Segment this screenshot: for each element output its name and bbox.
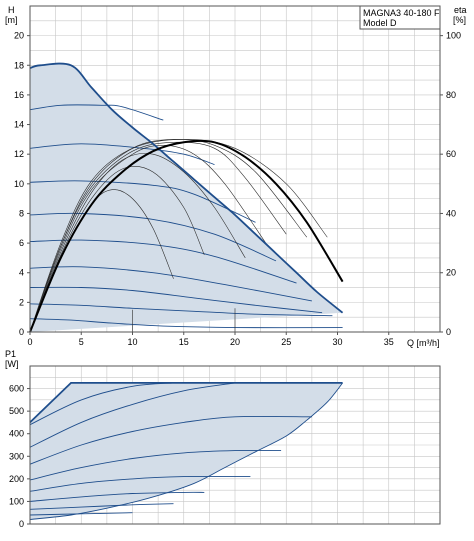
eta-axis-ticks: 0 20 40 60 80 100: [440, 31, 461, 337]
top-operating-area: [30, 63, 343, 333]
power-tick-label: 100: [9, 496, 24, 506]
chart-subtitle: Model D: [363, 18, 397, 28]
power-envelope-edge: [29, 382, 343, 520]
model-label-box: [359, 5, 441, 30]
chart-title: MAGNA3 40-180 F: [363, 8, 440, 18]
power-curves: [29, 382, 343, 520]
bottom-plot-frame: [29, 365, 441, 525]
eta-tick-label: 0: [446, 327, 451, 337]
power-tick-label: 0: [19, 519, 24, 529]
head-tick-label: 12: [14, 149, 24, 159]
eta-tick-label: 80: [446, 90, 456, 100]
top-curves: [29, 62, 344, 333]
eta-curve: [29, 153, 246, 333]
flow-tick-label: 15: [179, 337, 189, 347]
power-axis-label: P1: [5, 349, 16, 359]
power-curve: [29, 415, 312, 465]
eta-tick-label: 20: [446, 268, 456, 278]
eta-tick-label: 40: [446, 208, 456, 218]
eta-axis-label: eta: [454, 5, 467, 15]
qh-curve: [29, 318, 343, 329]
head-axis-label: H: [8, 5, 15, 15]
flow-axis-ticks: 0 5 10 15 20 25 30 35: [27, 332, 394, 347]
head-axis-ticks: 0 2 4 6 8 10 12 14 16 18 20: [14, 31, 30, 337]
flow-tick-label: 10: [127, 337, 137, 347]
qh-curve: [29, 143, 215, 166]
head-tick-label: 6: [19, 238, 24, 248]
head-tick-label: 14: [14, 120, 24, 130]
eta-curve: [29, 144, 267, 333]
power-curve: [29, 450, 282, 481]
eta-axis-unit: [%]: [453, 15, 466, 25]
qh-curve: [29, 104, 164, 121]
head-tick-label: 20: [14, 31, 24, 41]
qh-curve: [29, 303, 333, 317]
head-tick-label: 4: [19, 268, 24, 278]
bottom-operating-area: [30, 382, 343, 524]
power-tick-label: 400: [9, 429, 24, 439]
flow-tick-label: 5: [79, 337, 84, 347]
flow-tick-label: 25: [281, 337, 291, 347]
eta-main-curve: [29, 139, 344, 333]
head-axis-unit: [m]: [5, 15, 18, 25]
power-tick-label: 200: [9, 474, 24, 484]
power-axis-ticks: 0 100 200 300 400 500 600: [9, 384, 30, 529]
eta-curve: [29, 166, 205, 333]
head-tick-label: 10: [14, 179, 24, 189]
qh-curve: [29, 286, 323, 314]
flow-tick-label: 20: [230, 337, 240, 347]
eta-tick-label: 60: [446, 149, 456, 159]
head-tick-label: 16: [14, 90, 24, 100]
qh-curve: [29, 266, 312, 302]
bottom-operating-area-fill: [30, 382, 343, 524]
flow-tick-label: 35: [384, 337, 394, 347]
flow-tick-label: 0: [27, 337, 32, 347]
power-curve: [29, 512, 133, 516]
flow-tick-label: 30: [332, 337, 342, 347]
max-power-curve: [29, 382, 343, 424]
power-axis-unit: [W]: [5, 359, 19, 369]
power-curve: [29, 503, 174, 510]
power-curve: [29, 475, 251, 492]
qh-curve: [29, 239, 297, 284]
qh-curve: [29, 212, 277, 262]
power-tick-label: 600: [9, 384, 24, 394]
max-speed-curve: [29, 62, 344, 314]
power-tick-label: 300: [9, 451, 24, 461]
power-tick-label: 500: [9, 406, 24, 416]
power-curve: [29, 382, 236, 448]
power-flow-panel: 0 100 200 300 400 500 600 P1 [W]: [5, 349, 441, 529]
eta-tick-label: 100: [446, 31, 461, 41]
power-curve: [29, 491, 205, 502]
head-tick-label: 0: [19, 327, 24, 337]
head-tick-label: 8: [19, 208, 24, 218]
top-operating-area-fill: [30, 63, 343, 333]
head-tick-label: 2: [19, 297, 24, 307]
head-tick-label: 18: [14, 60, 24, 70]
flow-axis-label: Q [m³/h]: [407, 338, 440, 348]
qh-curve: [29, 180, 256, 223]
head-flow-panel: 0 2 4 6 8 10 12 14 16 18 20 0 20 40 60 80 100 0 5 10 15 20 2…: [5, 5, 467, 348]
